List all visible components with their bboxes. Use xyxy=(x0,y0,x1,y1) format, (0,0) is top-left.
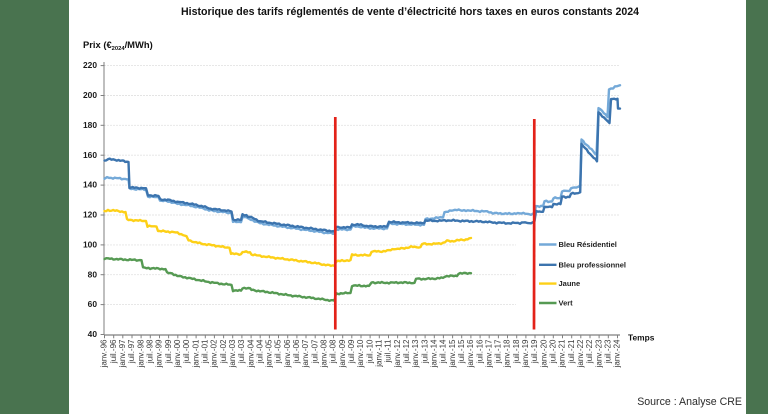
svg-text:janv.-97: janv.-97 xyxy=(118,339,127,368)
svg-text:200: 200 xyxy=(83,90,97,100)
svg-text:juil.-23: juil.-23 xyxy=(604,339,613,364)
svg-text:janv.-24: janv.-24 xyxy=(613,339,622,368)
svg-text:140: 140 xyxy=(83,180,97,190)
svg-text:juil.-13: juil.-13 xyxy=(420,339,429,364)
svg-text:janv.-18: janv.-18 xyxy=(503,339,512,368)
svg-text:juil.-07: juil.-07 xyxy=(310,339,319,364)
svg-text:juil.-20: juil.-20 xyxy=(549,339,558,364)
svg-text:juil.-97: juil.-97 xyxy=(127,339,136,364)
svg-text:janv.-00: janv.-00 xyxy=(173,339,182,368)
svg-text:Source : Analyse CRE: Source : Analyse CRE xyxy=(637,396,742,408)
svg-text:janv.-96: janv.-96 xyxy=(100,339,109,368)
svg-text:Jaune: Jaune xyxy=(559,279,581,288)
svg-text:janv.-06: janv.-06 xyxy=(283,339,292,368)
svg-text:juil.-08: juil.-08 xyxy=(329,339,338,364)
svg-text:juil.-10: juil.-10 xyxy=(365,339,374,364)
svg-text:juil.-02: juil.-02 xyxy=(219,339,228,364)
svg-text:juil.-05: juil.-05 xyxy=(274,339,283,364)
svg-text:juil.-11: juil.-11 xyxy=(384,339,393,364)
svg-text:juil.-15: juil.-15 xyxy=(457,339,466,364)
svg-text:160: 160 xyxy=(83,150,97,160)
svg-text:janv.-14: janv.-14 xyxy=(430,339,439,368)
svg-text:220: 220 xyxy=(83,60,97,70)
svg-text:janv.-15: janv.-15 xyxy=(448,339,457,368)
svg-text:Bleu professionnel: Bleu professionnel xyxy=(559,260,627,269)
svg-text:juil.-99: juil.-99 xyxy=(164,339,173,364)
svg-text:juil.-19: juil.-19 xyxy=(530,339,539,364)
svg-text:janv.-02: janv.-02 xyxy=(210,339,219,368)
svg-text:180: 180 xyxy=(83,120,97,130)
svg-text:120: 120 xyxy=(83,210,97,220)
svg-text:janv.-08: janv.-08 xyxy=(320,339,329,368)
svg-text:juil.-14: juil.-14 xyxy=(439,339,448,364)
svg-text:janv.-10: janv.-10 xyxy=(356,339,365,368)
svg-text:100: 100 xyxy=(83,240,97,250)
svg-text:juil.-06: juil.-06 xyxy=(292,339,301,364)
svg-text:janv.-01: janv.-01 xyxy=(191,339,200,368)
svg-text:Prix (€2024/MWh): Prix (€2024/MWh) xyxy=(83,39,153,52)
svg-text:Historique des tarifs réglemen: Historique des tarifs réglementés de ven… xyxy=(181,6,639,18)
svg-text:juil.-22: juil.-22 xyxy=(585,339,594,364)
svg-text:juil.-00: juil.-00 xyxy=(182,339,191,364)
svg-text:juil.-04: juil.-04 xyxy=(255,339,264,364)
svg-text:janv.-03: janv.-03 xyxy=(228,339,237,368)
svg-text:juil.-01: juil.-01 xyxy=(201,339,210,364)
svg-text:janv.-19: janv.-19 xyxy=(521,339,530,368)
svg-text:juil.-18: juil.-18 xyxy=(512,339,521,364)
svg-text:janv.-09: janv.-09 xyxy=(338,339,347,368)
svg-text:janv.-13: janv.-13 xyxy=(411,339,420,368)
svg-text:janv.-17: janv.-17 xyxy=(484,339,493,368)
svg-text:juil.-17: juil.-17 xyxy=(494,339,503,364)
svg-text:janv.-16: janv.-16 xyxy=(466,339,475,368)
svg-text:Temps: Temps xyxy=(628,333,655,343)
svg-text:janv.-12: janv.-12 xyxy=(393,339,402,368)
svg-text:janv.-98: janv.-98 xyxy=(136,339,145,368)
svg-text:juil.-96: juil.-96 xyxy=(109,339,118,364)
svg-text:juil.-21: juil.-21 xyxy=(567,339,576,364)
svg-text:janv.-21: janv.-21 xyxy=(558,339,567,368)
svg-text:80: 80 xyxy=(88,269,98,279)
svg-text:janv.-23: janv.-23 xyxy=(594,339,603,368)
svg-text:juil.-12: juil.-12 xyxy=(402,339,411,364)
svg-text:Bleu Résidentiel: Bleu Résidentiel xyxy=(559,240,617,249)
svg-text:janv.-20: janv.-20 xyxy=(539,339,548,368)
svg-text:janv.-05: janv.-05 xyxy=(265,339,274,368)
svg-text:janv.-04: janv.-04 xyxy=(246,339,255,368)
svg-text:janv.-99: janv.-99 xyxy=(155,339,164,368)
svg-text:juil.-98: juil.-98 xyxy=(146,339,155,364)
svg-text:juil.-03: juil.-03 xyxy=(237,339,246,364)
svg-text:60: 60 xyxy=(88,299,98,309)
svg-text:juil.-09: juil.-09 xyxy=(347,339,356,364)
svg-text:janv.-07: janv.-07 xyxy=(301,339,310,368)
svg-text:Vert: Vert xyxy=(559,299,574,308)
svg-text:40: 40 xyxy=(88,329,98,339)
svg-text:janv.-11: janv.-11 xyxy=(375,339,384,368)
svg-text:juil.-16: juil.-16 xyxy=(475,339,484,364)
svg-text:janv.-22: janv.-22 xyxy=(576,339,585,368)
